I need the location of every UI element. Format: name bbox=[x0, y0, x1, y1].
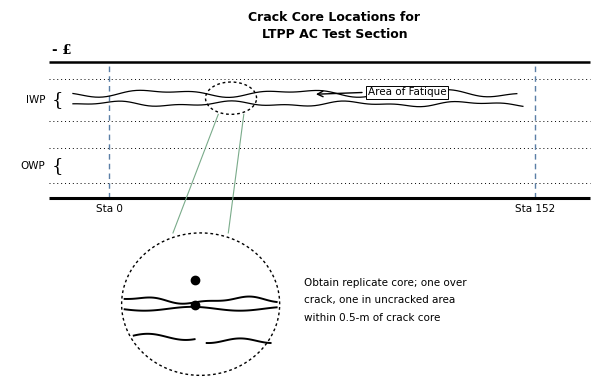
Text: IWP: IWP bbox=[26, 95, 46, 105]
Text: Sta 0: Sta 0 bbox=[96, 204, 123, 214]
Text: - £: - £ bbox=[52, 44, 71, 57]
Text: {: { bbox=[52, 91, 63, 109]
Text: Obtain replicate core; one over: Obtain replicate core; one over bbox=[304, 278, 466, 288]
Text: crack, one in uncracked area: crack, one in uncracked area bbox=[304, 295, 455, 305]
Text: {: { bbox=[52, 157, 63, 174]
Text: OWP: OWP bbox=[21, 161, 46, 171]
Text: LTPP AC Test Section: LTPP AC Test Section bbox=[261, 28, 407, 41]
Text: Area of Fatique: Area of Fatique bbox=[368, 87, 446, 97]
Text: Crack Core Locations for: Crack Core Locations for bbox=[249, 11, 420, 24]
Text: Sta 152: Sta 152 bbox=[515, 204, 555, 214]
Text: within 0.5-m of crack core: within 0.5-m of crack core bbox=[304, 313, 440, 323]
